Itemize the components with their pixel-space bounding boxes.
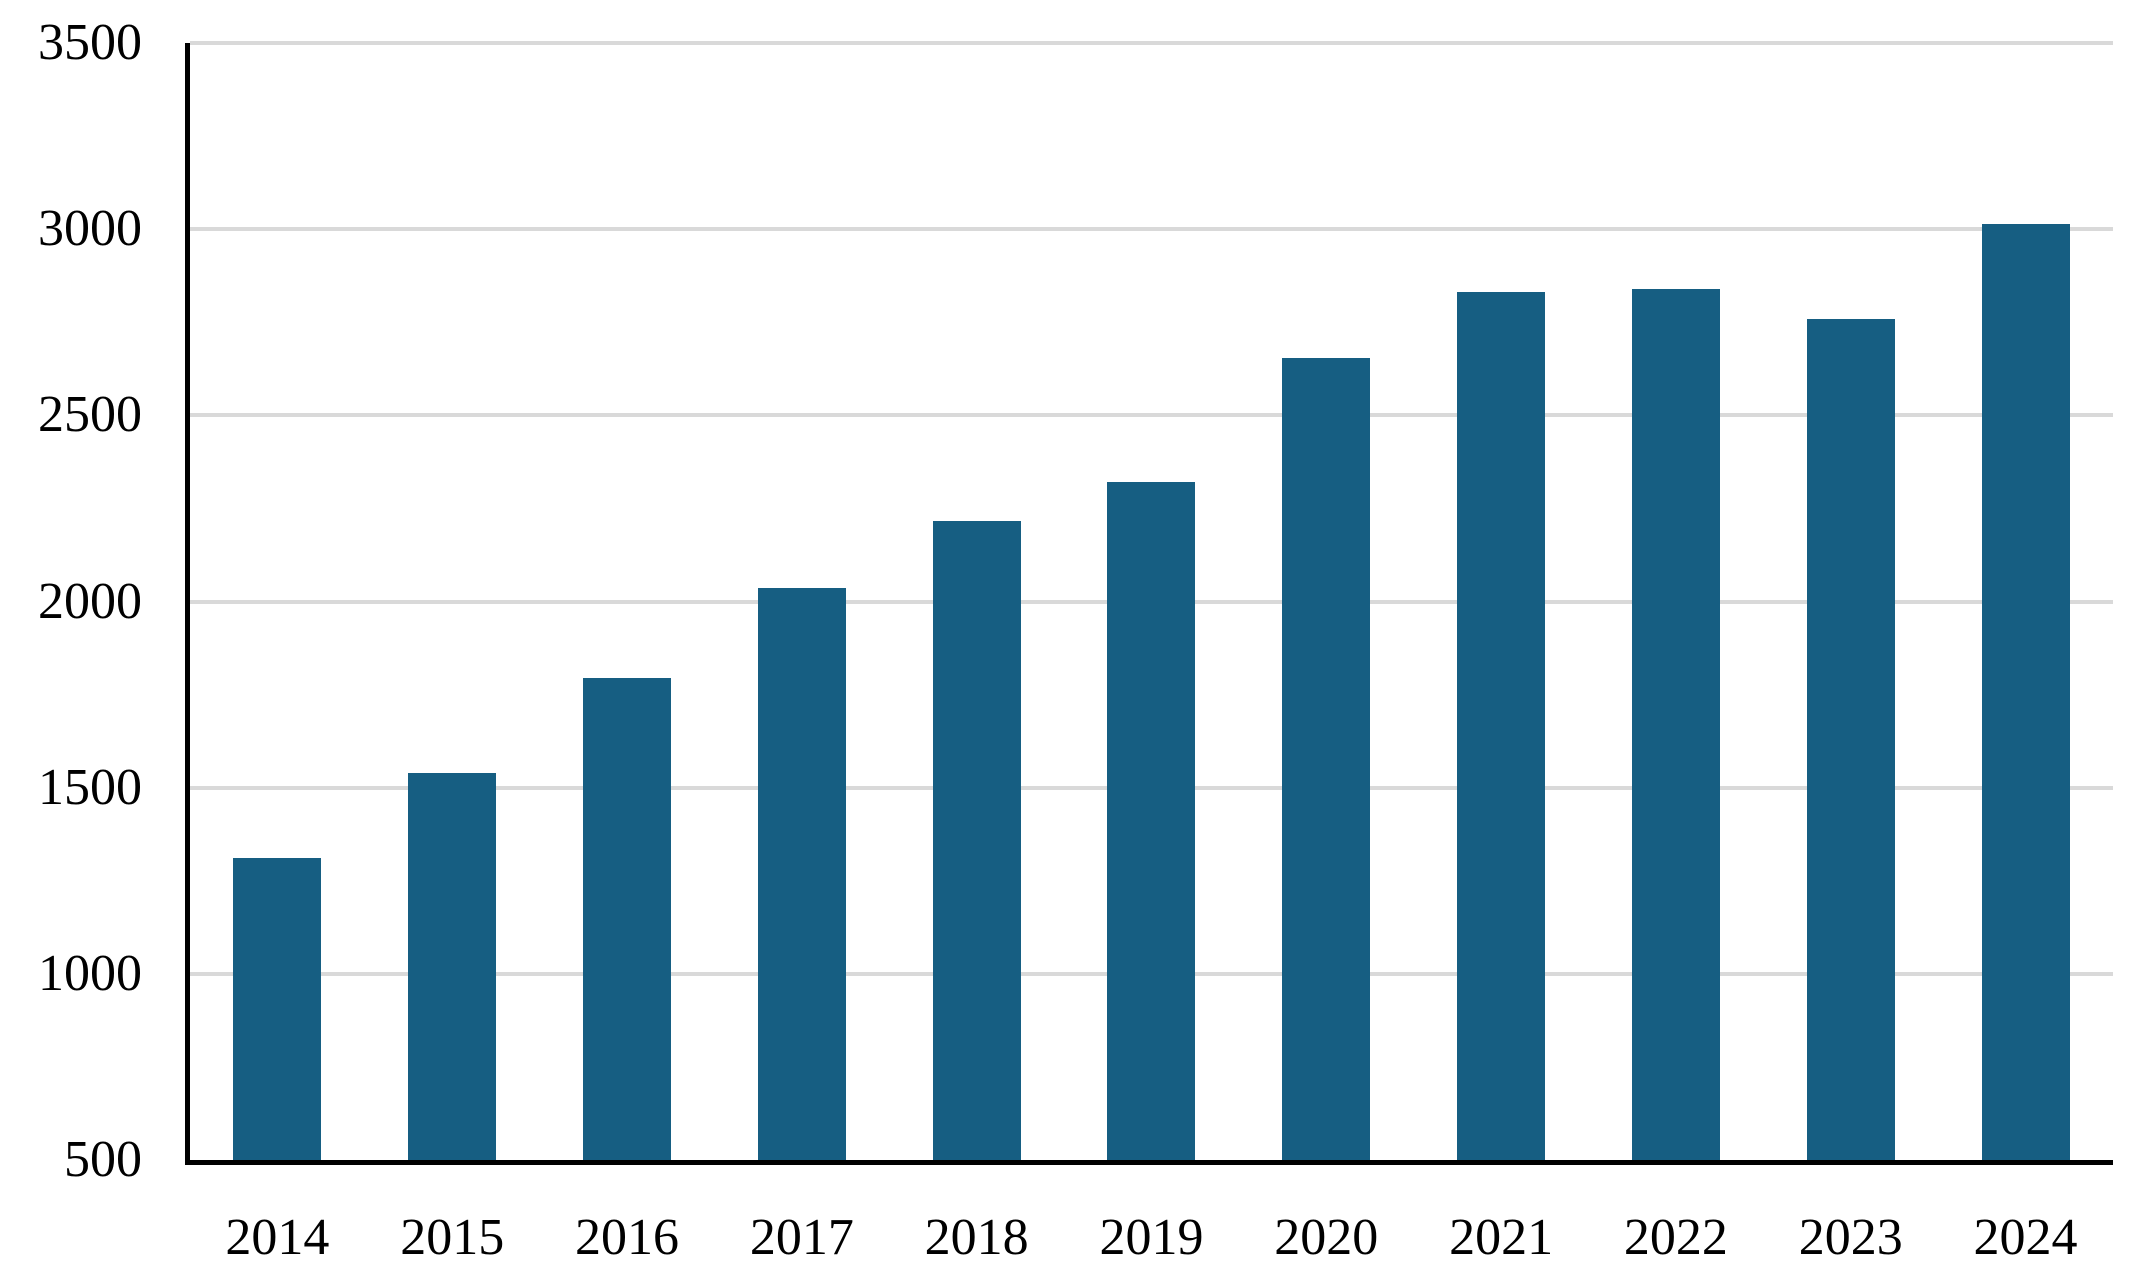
- x-axis-labels: 2014 2015 2016 2017 2018 2019 2020 2021 2022 2023…: [190, 1165, 2113, 1269]
- bar-2019: [1107, 482, 1196, 1160]
- bar-series: [190, 43, 2113, 1160]
- x-tick-label-2015: 2015: [400, 1209, 505, 1266]
- bar-slot-2024: [1938, 43, 2113, 1160]
- bar-slot-2014: [190, 43, 365, 1160]
- gridline-2500: [190, 413, 2113, 418]
- x-tick-label-2024: 2024: [1973, 1209, 2078, 1266]
- y-tick-label-2500: 2500: [38, 386, 142, 444]
- bar-slot-2020: [1239, 43, 1414, 1160]
- bar-2016: [583, 677, 672, 1160]
- bar-slot-2019: [1064, 43, 1239, 1160]
- y-tick-label-3500: 3500: [38, 14, 142, 71]
- bar-2020: [1282, 357, 1371, 1160]
- bar-slot-2017: [714, 43, 889, 1160]
- y-tick-label-1500: 1500: [38, 758, 142, 816]
- bar-2018: [932, 521, 1021, 1160]
- bar-slot-2021: [1414, 43, 1589, 1160]
- x-tick-label-2018: 2018: [924, 1209, 1029, 1266]
- bar-slot-2018: [889, 43, 1064, 1160]
- bar-2024: [1981, 223, 2070, 1160]
- bar-2015: [408, 772, 497, 1160]
- gridline-3500: [190, 41, 2113, 45]
- x-tick-label-2016: 2016: [575, 1209, 680, 1266]
- x-tick-label-2014: 2014: [225, 1209, 330, 1266]
- bar-2022: [1631, 288, 1720, 1160]
- y-tick-label-1000: 1000: [38, 944, 142, 1002]
- y-axis-labels: 500 1000 1500 2000 2500 3000 3500: [0, 0, 142, 1282]
- x-tick-label-2021: 2021: [1449, 1209, 1554, 1266]
- gridline-3000: [190, 227, 2113, 232]
- x-tick-label-2023: 2023: [1798, 1209, 1903, 1266]
- bar-slot-2016: [540, 43, 715, 1160]
- bar-2014: [233, 858, 322, 1160]
- x-tick-label-2017: 2017: [749, 1209, 854, 1266]
- bar-slot-2023: [1763, 43, 1938, 1160]
- y-tick-label-2000: 2000: [38, 572, 142, 630]
- x-tick-label-2019: 2019: [1099, 1209, 1204, 1266]
- bar-2023: [1806, 318, 1895, 1160]
- bar-slot-2022: [1589, 43, 1764, 1160]
- x-tick-label-2020: 2020: [1274, 1209, 1379, 1266]
- plot-area: [185, 41, 2113, 1165]
- bar-2021: [1457, 292, 1546, 1160]
- bar-slot-2015: [365, 43, 540, 1160]
- x-tick-label-2022: 2022: [1623, 1209, 1728, 1266]
- y-tick-label-3000: 3000: [38, 200, 142, 258]
- bar-2017: [757, 588, 846, 1160]
- y-tick-label-500: 500: [64, 1131, 142, 1188]
